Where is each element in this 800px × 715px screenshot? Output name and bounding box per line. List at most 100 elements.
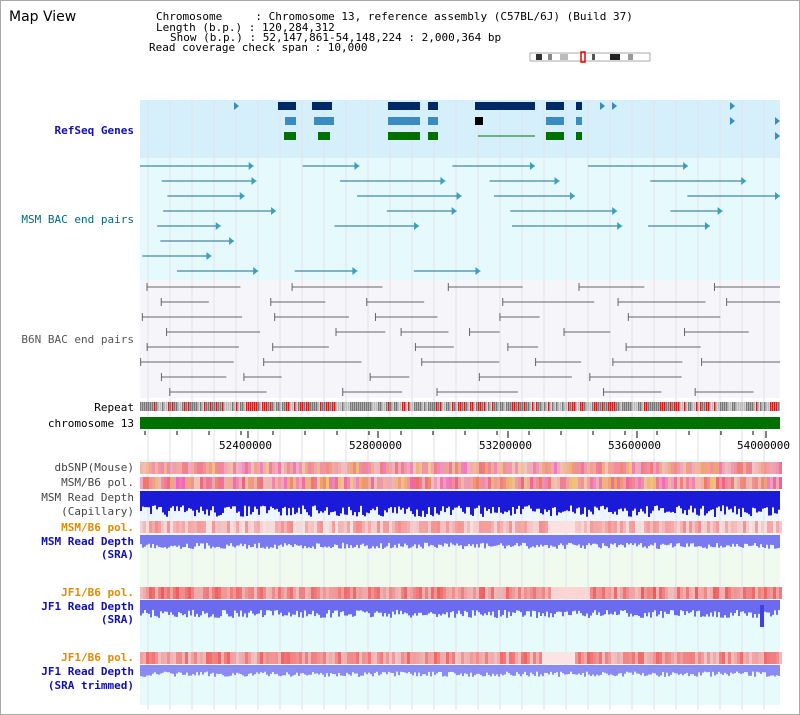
jf1-pol-cell: [326, 587, 329, 599]
msm-pol-cell: [704, 477, 707, 489]
msm-bac-end: [271, 207, 277, 215]
jf1-pol-cell: [485, 587, 488, 599]
jf1-pol2-cell: [500, 652, 503, 664]
jf1-pol2-cell: [563, 652, 566, 664]
msm-pol-cell: [230, 477, 233, 489]
repeat-mark: [196, 402, 198, 411]
dbsnp-cell: [353, 462, 356, 474]
jf1-sra-depth: [468, 600, 470, 618]
msm-sra-depth: [216, 535, 218, 547]
msm-pol-cell: [200, 477, 203, 489]
msm-pol-cell: [266, 477, 269, 489]
msm-capillary-depth: [768, 491, 770, 516]
msm-sra-depth: [488, 535, 490, 546]
jf1-pol2-cell: [686, 652, 689, 664]
msm-pol-sra-cell: [419, 521, 422, 533]
track-label-refseq-genes[interactable]: RefSeq Genes: [54, 124, 134, 137]
jf1-pol-cell: [536, 587, 539, 599]
jf1-pol-cell: [377, 587, 380, 599]
jf1-pol2-cell: [482, 652, 485, 664]
msm-sra-depth: [350, 535, 352, 546]
msm-capillary-depth: [608, 491, 610, 513]
jf1-sra-depth: [530, 600, 532, 617]
msm-pol-sra-cell: [584, 521, 587, 533]
msm-sra-depth: [668, 535, 670, 545]
jf1-trimmed-depth: [460, 665, 462, 674]
jf1-sra-depth: [710, 600, 712, 613]
msm-pol-sra-cell: [287, 521, 290, 533]
msm-capillary-depth: [334, 491, 336, 512]
jf1-pol2-cell: [290, 652, 293, 664]
msm-sra-depth: [752, 535, 754, 546]
ideogram-band: [628, 54, 633, 60]
msm-pol-cell: [587, 477, 590, 489]
msm-sra-depth: [154, 535, 156, 549]
repeat-mark: [672, 402, 674, 411]
dbsnp-cell: [629, 462, 632, 474]
msm-sra-depth: [232, 535, 234, 547]
msm-capillary-depth: [708, 491, 710, 512]
track-label-b6n-bac[interactable]: B6N BAC end pairs: [21, 333, 134, 346]
msm-capillary-depth: [276, 491, 278, 509]
msm-capillary-depth: [572, 491, 574, 512]
dbsnp-cell: [221, 462, 224, 474]
repeat-mark: [520, 402, 522, 411]
msm-sra-depth: [228, 535, 230, 546]
msm-sra-depth: [756, 535, 758, 547]
msm-capillary-depth: [316, 491, 318, 511]
jf1-sra-depth: [478, 600, 480, 613]
jf1-sra-depth: [650, 600, 652, 618]
jf1-sra-depth: [456, 600, 458, 614]
repeat-mark: [458, 402, 460, 411]
msm-capillary-depth: [604, 491, 606, 510]
repeat-mark: [282, 402, 284, 411]
jf1-pol-cell: [593, 587, 596, 599]
repeat-mark: [584, 402, 586, 411]
dbsnp-cell: [734, 462, 737, 474]
repeat-mark: [744, 402, 746, 411]
jf1-pol-cell: [353, 587, 356, 599]
jf1-sra-depth: [350, 600, 352, 615]
jf1-trimmed-depth: [774, 665, 776, 677]
jf1-pol-cell: [638, 587, 641, 599]
jf1-pol-cell: [599, 587, 602, 599]
jf1-trimmed-depth: [648, 665, 650, 675]
msm-capillary-depth: [772, 491, 774, 508]
repeat-mark: [364, 402, 366, 411]
jf1-trimmed-depth: [188, 665, 190, 676]
msm-sra-depth: [700, 535, 702, 547]
jf1-pol-cell: [449, 587, 452, 599]
msm-sra-depth: [562, 535, 564, 546]
jf1-trimmed-depth: [426, 665, 428, 676]
msm-sra-depth: [462, 535, 464, 549]
track-label-msm-bac[interactable]: MSM BAC end pairs: [21, 213, 134, 226]
jf1-sra-depth: [444, 600, 446, 615]
jf1-pol-cell: [779, 587, 782, 599]
dbsnp-cell: [632, 462, 635, 474]
jf1-pol-cell: [752, 587, 755, 599]
msm-sra-depth: [362, 535, 364, 544]
msm-pol-sra-cell: [599, 521, 602, 533]
jf1-pol-cell: [671, 587, 674, 599]
msm-pol-sra-cell: [452, 521, 455, 533]
jf1-sra-depth: [408, 600, 410, 616]
msm-sra-depth: [600, 535, 602, 549]
msm-capillary-depth: [404, 491, 406, 514]
msm-sra-depth: [376, 535, 378, 547]
msm-pol-sra-cell: [659, 521, 662, 533]
jf1-sra-depth: [170, 600, 172, 613]
jf1-trimmed-depth: [684, 665, 686, 674]
jf1-sra-depth: [206, 600, 208, 613]
msm-pol-sra-cell: [728, 521, 731, 533]
msm-pol-sra-cell: [707, 521, 710, 533]
msm-capillary-depth: [766, 491, 768, 508]
jf1-pol2-cell: [410, 652, 413, 664]
jf1-pol2-cell: [194, 652, 197, 664]
msm-capillary-depth: [370, 491, 372, 511]
msm-sra-depth: [328, 535, 330, 547]
repeat-mark: [474, 402, 476, 411]
msm-sra-depth: [474, 535, 476, 548]
repeat-mark: [738, 402, 740, 411]
jf1-pol-cell: [758, 587, 761, 599]
